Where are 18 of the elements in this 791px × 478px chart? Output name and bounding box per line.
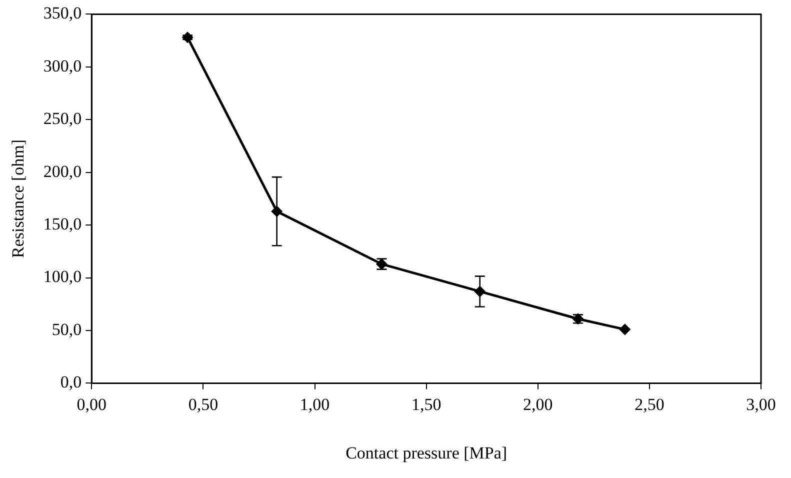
y-tick-label: 300,0: [43, 56, 82, 76]
point: [620, 324, 630, 335]
x-tick-label: 1,00: [300, 394, 330, 414]
x-tick-label: 3,00: [746, 394, 776, 414]
y-tick-label: 350,0: [43, 4, 82, 23]
y-tick-label: 250,0: [43, 109, 82, 128]
x-tick-label: 2,00: [523, 394, 553, 414]
y-tick-label: 0,0: [60, 372, 82, 392]
x-axis-title: Contact pressure [MPa]: [346, 443, 508, 462]
x-tick-label: 1,50: [411, 394, 442, 414]
x-tick-label: 0,00: [76, 394, 107, 414]
y-tick-label: 100,0: [43, 267, 82, 286]
y-tick-label: 50,0: [52, 320, 82, 339]
y-tick-label: 150,0: [43, 214, 82, 234]
x-tick-label: 2,50: [634, 394, 664, 414]
x-tick-label: 0,50: [188, 394, 218, 414]
y-tick-label: 200,0: [43, 162, 82, 181]
y-axis-title: Resistance [ohm]: [8, 139, 28, 258]
